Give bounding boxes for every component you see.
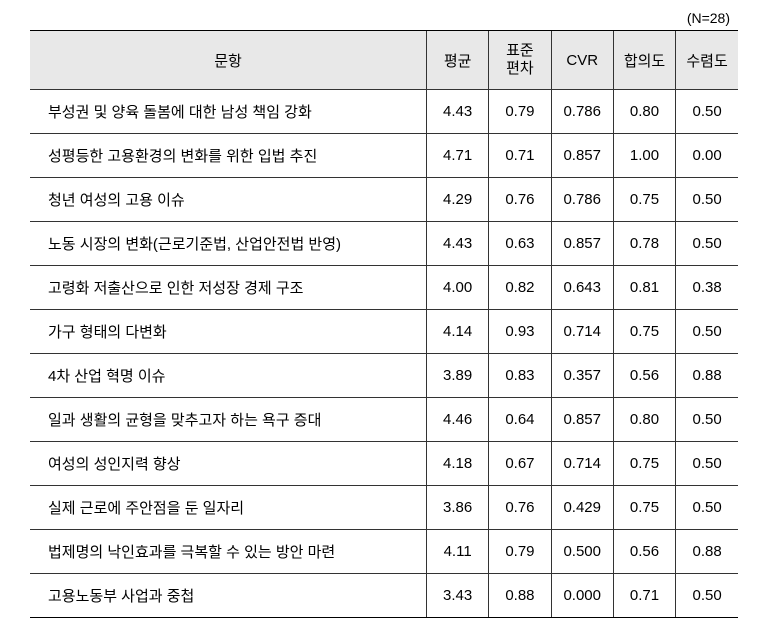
cell-sd: 0.71 (489, 134, 551, 178)
cell-agree: 0.75 (613, 310, 675, 354)
cell-agree: 0.71 (613, 574, 675, 618)
cell-sd: 0.76 (489, 486, 551, 530)
cell-sd: 0.83 (489, 354, 551, 398)
cell-mean: 4.43 (426, 90, 488, 134)
cell-agree: 0.75 (613, 486, 675, 530)
cell-cvr: 0.429 (551, 486, 613, 530)
table-row: 법제명의 낙인효과를 극복할 수 있는 방안 마련4.110.790.5000.… (30, 530, 738, 574)
cell-item: 4차 산업 혁명 이슈 (30, 354, 426, 398)
col-header-sd-line2: 편차 (506, 60, 534, 77)
col-header-mean: 평균 (426, 31, 488, 90)
cell-mean: 3.89 (426, 354, 488, 398)
cell-mean: 4.71 (426, 134, 488, 178)
cell-agree: 0.75 (613, 178, 675, 222)
cell-sd: 0.63 (489, 222, 551, 266)
col-header-sd: 표준 편차 (489, 31, 551, 90)
cell-sd: 0.82 (489, 266, 551, 310)
cell-cvr: 0.857 (551, 222, 613, 266)
table-row: 노동 시장의 변화(근로기준법, 산업안전법 반영)4.430.630.8570… (30, 222, 738, 266)
cell-cvr: 0.714 (551, 442, 613, 486)
col-header-converge: 수렴도 (676, 31, 738, 90)
cell-item: 부성권 및 양육 돌봄에 대한 남성 책임 강화 (30, 90, 426, 134)
cell-item: 법제명의 낙인효과를 극복할 수 있는 방안 마련 (30, 530, 426, 574)
cell-cvr: 0.857 (551, 134, 613, 178)
cell-item: 성평등한 고용환경의 변화를 위한 입법 추진 (30, 134, 426, 178)
cell-item: 청년 여성의 고용 이슈 (30, 178, 426, 222)
cell-converge: 0.88 (676, 354, 738, 398)
cell-cvr: 0.786 (551, 178, 613, 222)
cell-agree: 1.00 (613, 134, 675, 178)
table-body: 부성권 및 양육 돌봄에 대한 남성 책임 강화4.430.790.7860.8… (30, 90, 738, 618)
cell-agree: 0.80 (613, 90, 675, 134)
cell-item: 고용노동부 사업과 중첩 (30, 574, 426, 618)
cell-cvr: 0.643 (551, 266, 613, 310)
cell-agree: 0.80 (613, 398, 675, 442)
cell-agree: 0.75 (613, 442, 675, 486)
cell-cvr: 0.786 (551, 90, 613, 134)
cell-cvr: 0.714 (551, 310, 613, 354)
cell-mean: 3.43 (426, 574, 488, 618)
cell-cvr: 0.000 (551, 574, 613, 618)
table-row: 부성권 및 양육 돌봄에 대한 남성 책임 강화4.430.790.7860.8… (30, 90, 738, 134)
table-row: 일과 생활의 균형을 맞추고자 하는 욕구 증대4.460.640.8570.8… (30, 398, 738, 442)
col-header-agree: 합의도 (613, 31, 675, 90)
cell-item: 가구 형태의 다변화 (30, 310, 426, 354)
table-row: 가구 형태의 다변화4.140.930.7140.750.50 (30, 310, 738, 354)
table-header-row: 문항 평균 표준 편차 CVR 합의도 수렴도 (30, 31, 738, 90)
n-count-label: (N=28) (30, 10, 738, 26)
table-row: 고령화 저출산으로 인한 저성장 경제 구조4.000.820.6430.810… (30, 266, 738, 310)
col-header-item: 문항 (30, 31, 426, 90)
cell-agree: 0.78 (613, 222, 675, 266)
cell-mean: 4.18 (426, 442, 488, 486)
cell-converge: 0.88 (676, 530, 738, 574)
cell-sd: 0.79 (489, 530, 551, 574)
cell-agree: 0.81 (613, 266, 675, 310)
table-row: 고용노동부 사업과 중첩3.430.880.0000.710.50 (30, 574, 738, 618)
cell-item: 일과 생활의 균형을 맞추고자 하는 욕구 증대 (30, 398, 426, 442)
cell-sd: 0.88 (489, 574, 551, 618)
cell-converge: 0.50 (676, 222, 738, 266)
col-header-cvr: CVR (551, 31, 613, 90)
cell-converge: 0.50 (676, 90, 738, 134)
cell-cvr: 0.500 (551, 530, 613, 574)
cell-converge: 0.50 (676, 310, 738, 354)
cell-item: 여성의 성인지력 향상 (30, 442, 426, 486)
cell-item: 실제 근로에 주안점을 둔 일자리 (30, 486, 426, 530)
cell-cvr: 0.357 (551, 354, 613, 398)
cell-converge: 0.50 (676, 442, 738, 486)
cell-converge: 0.50 (676, 398, 738, 442)
cell-sd: 0.67 (489, 442, 551, 486)
cell-mean: 3.86 (426, 486, 488, 530)
cell-cvr: 0.857 (551, 398, 613, 442)
cell-sd: 0.79 (489, 90, 551, 134)
cell-converge: 0.50 (676, 178, 738, 222)
cell-mean: 4.14 (426, 310, 488, 354)
cell-sd: 0.93 (489, 310, 551, 354)
cell-item: 노동 시장의 변화(근로기준법, 산업안전법 반영) (30, 222, 426, 266)
data-table: 문항 평균 표준 편차 CVR 합의도 수렴도 부성권 및 양육 돌봄에 대한 … (30, 30, 738, 618)
table-row: 실제 근로에 주안점을 둔 일자리3.860.760.4290.750.50 (30, 486, 738, 530)
table-row: 청년 여성의 고용 이슈4.290.760.7860.750.50 (30, 178, 738, 222)
cell-converge: 0.38 (676, 266, 738, 310)
cell-converge: 0.50 (676, 486, 738, 530)
col-header-sd-line1: 표준 (506, 42, 534, 59)
table-row: 여성의 성인지력 향상4.180.670.7140.750.50 (30, 442, 738, 486)
cell-mean: 4.11 (426, 530, 488, 574)
table-row: 성평등한 고용환경의 변화를 위한 입법 추진4.710.710.8571.00… (30, 134, 738, 178)
cell-mean: 4.46 (426, 398, 488, 442)
cell-converge: 0.00 (676, 134, 738, 178)
cell-item: 고령화 저출산으로 인한 저성장 경제 구조 (30, 266, 426, 310)
cell-agree: 0.56 (613, 530, 675, 574)
cell-agree: 0.56 (613, 354, 675, 398)
table-row: 4차 산업 혁명 이슈3.890.830.3570.560.88 (30, 354, 738, 398)
cell-mean: 4.43 (426, 222, 488, 266)
cell-sd: 0.64 (489, 398, 551, 442)
cell-sd: 0.76 (489, 178, 551, 222)
cell-mean: 4.29 (426, 178, 488, 222)
cell-converge: 0.50 (676, 574, 738, 618)
cell-mean: 4.00 (426, 266, 488, 310)
